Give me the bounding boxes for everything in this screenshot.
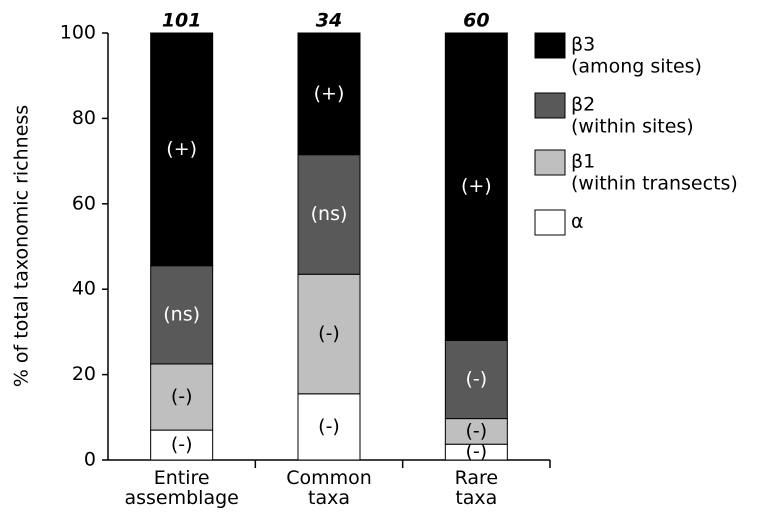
y-tick-label: 80 xyxy=(72,107,96,129)
y-tick-label: 20 xyxy=(72,363,96,385)
legend-description: (among sites) xyxy=(571,56,702,78)
legend-description: (within transects) xyxy=(571,173,738,195)
x-tick-label: Rare taxa xyxy=(455,467,499,509)
legend-swatch xyxy=(534,32,566,59)
segment-label: (+) xyxy=(461,175,492,197)
bar-segment xyxy=(444,418,508,445)
segment-label: (-) xyxy=(465,441,487,463)
segment-label: (ns) xyxy=(163,303,200,325)
y-tick-label: 100 xyxy=(60,22,96,44)
segment-label: (-) xyxy=(465,368,487,390)
bar-segment xyxy=(297,273,361,395)
x-tick-label: Common taxa xyxy=(286,467,372,509)
segment-label: (-) xyxy=(171,434,193,456)
segment-label: (+) xyxy=(166,138,197,160)
total-label: 60 xyxy=(463,10,489,32)
total-label: 34 xyxy=(316,10,342,32)
bar-segment xyxy=(150,32,214,267)
bar-segment xyxy=(444,339,508,420)
legend-label: β1 xyxy=(571,151,595,173)
segment-label: (ns) xyxy=(311,203,348,225)
legend-swatch xyxy=(534,209,566,236)
legend-swatch xyxy=(534,149,566,176)
bar-segment xyxy=(150,265,214,365)
segment-label: (-) xyxy=(318,323,340,345)
legend-label: α xyxy=(571,211,584,233)
segment-label: (+) xyxy=(314,82,345,104)
bar-segment xyxy=(297,32,361,156)
segment-label: (-) xyxy=(318,415,340,437)
y-tick-label: 60 xyxy=(72,192,96,214)
y-tick-label: 0 xyxy=(84,449,96,471)
legend-swatch xyxy=(534,92,566,119)
segment-label: (-) xyxy=(171,386,193,408)
total-label: 101 xyxy=(162,10,202,32)
legend-description: (within sites) xyxy=(571,116,694,138)
bar-segment xyxy=(444,32,508,341)
y-axis-label: % of total taxonomic richness xyxy=(11,105,33,387)
y-tick-label: 40 xyxy=(72,278,96,300)
segment-label: (-) xyxy=(465,420,487,442)
bar-segment xyxy=(297,154,361,275)
bar-segment xyxy=(297,393,361,461)
bar-segment xyxy=(150,363,214,431)
x-tick-label: Entire assemblage xyxy=(124,467,238,509)
legend-label: β3 xyxy=(571,34,595,56)
legend-label: β2 xyxy=(571,94,595,116)
